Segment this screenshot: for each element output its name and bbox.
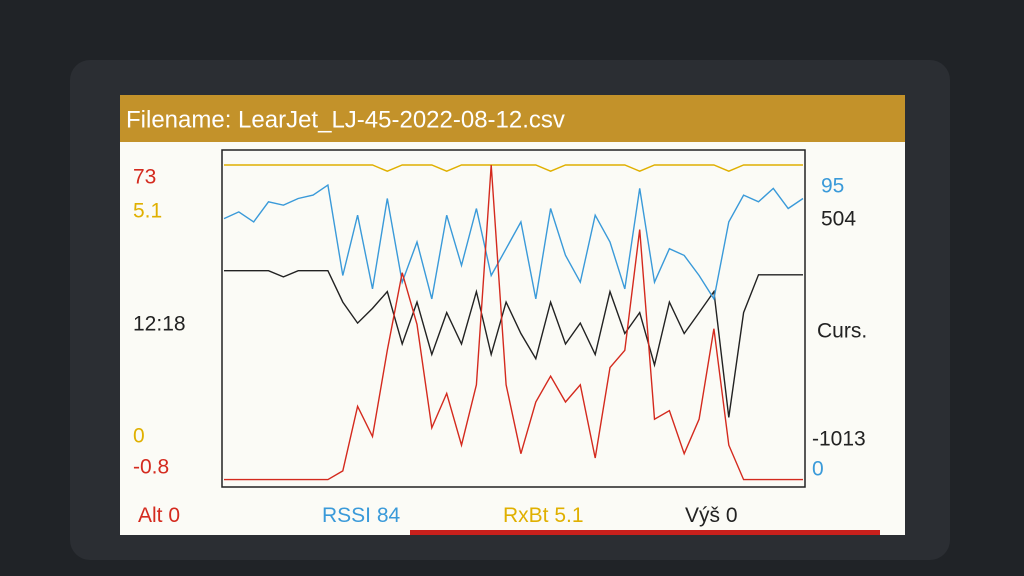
legend-entry: RxBt 5.1 — [503, 504, 584, 527]
axis-label: 0 — [812, 458, 824, 481]
legend-cursor-value: 0 — [726, 504, 738, 527]
axis-label: 0 — [133, 425, 145, 448]
axis-label: 5.1 — [133, 200, 162, 223]
series-line — [224, 164, 803, 172]
legend-entry: Alt 0 — [138, 504, 180, 527]
legend-name: RxBt — [503, 504, 549, 527]
legend-cursor-value: 5.1 — [554, 504, 583, 527]
axis-label: -1013 — [812, 428, 866, 451]
axis-label: 95 — [821, 175, 844, 198]
plot-frame — [221, 149, 806, 488]
series-line — [223, 183, 804, 301]
legend-cursor-value: 0 — [168, 504, 180, 527]
cursor-label: Curs. — [817, 320, 867, 343]
header-bar — [120, 95, 905, 142]
series-line — [224, 270, 803, 418]
series-line — [224, 164, 803, 481]
axis-label: -0.8 — [133, 456, 169, 479]
legend-cursor-value: 84 — [377, 504, 401, 527]
header-title: Filename: LearJet_LJ-45-2022-08-12.csv — [126, 106, 565, 133]
legend-name: Alt — [138, 504, 163, 527]
legend-name: Výš — [685, 504, 720, 527]
legend-entry: Výš 0 — [685, 504, 738, 527]
axis-label: 504 — [821, 208, 856, 231]
cursor-time: 12:18 — [133, 313, 186, 336]
progress-bar — [410, 530, 880, 535]
axis-label: 73 — [133, 166, 156, 189]
legend-entry: RSSI 84 — [322, 504, 401, 527]
legend-name: RSSI — [322, 504, 371, 527]
